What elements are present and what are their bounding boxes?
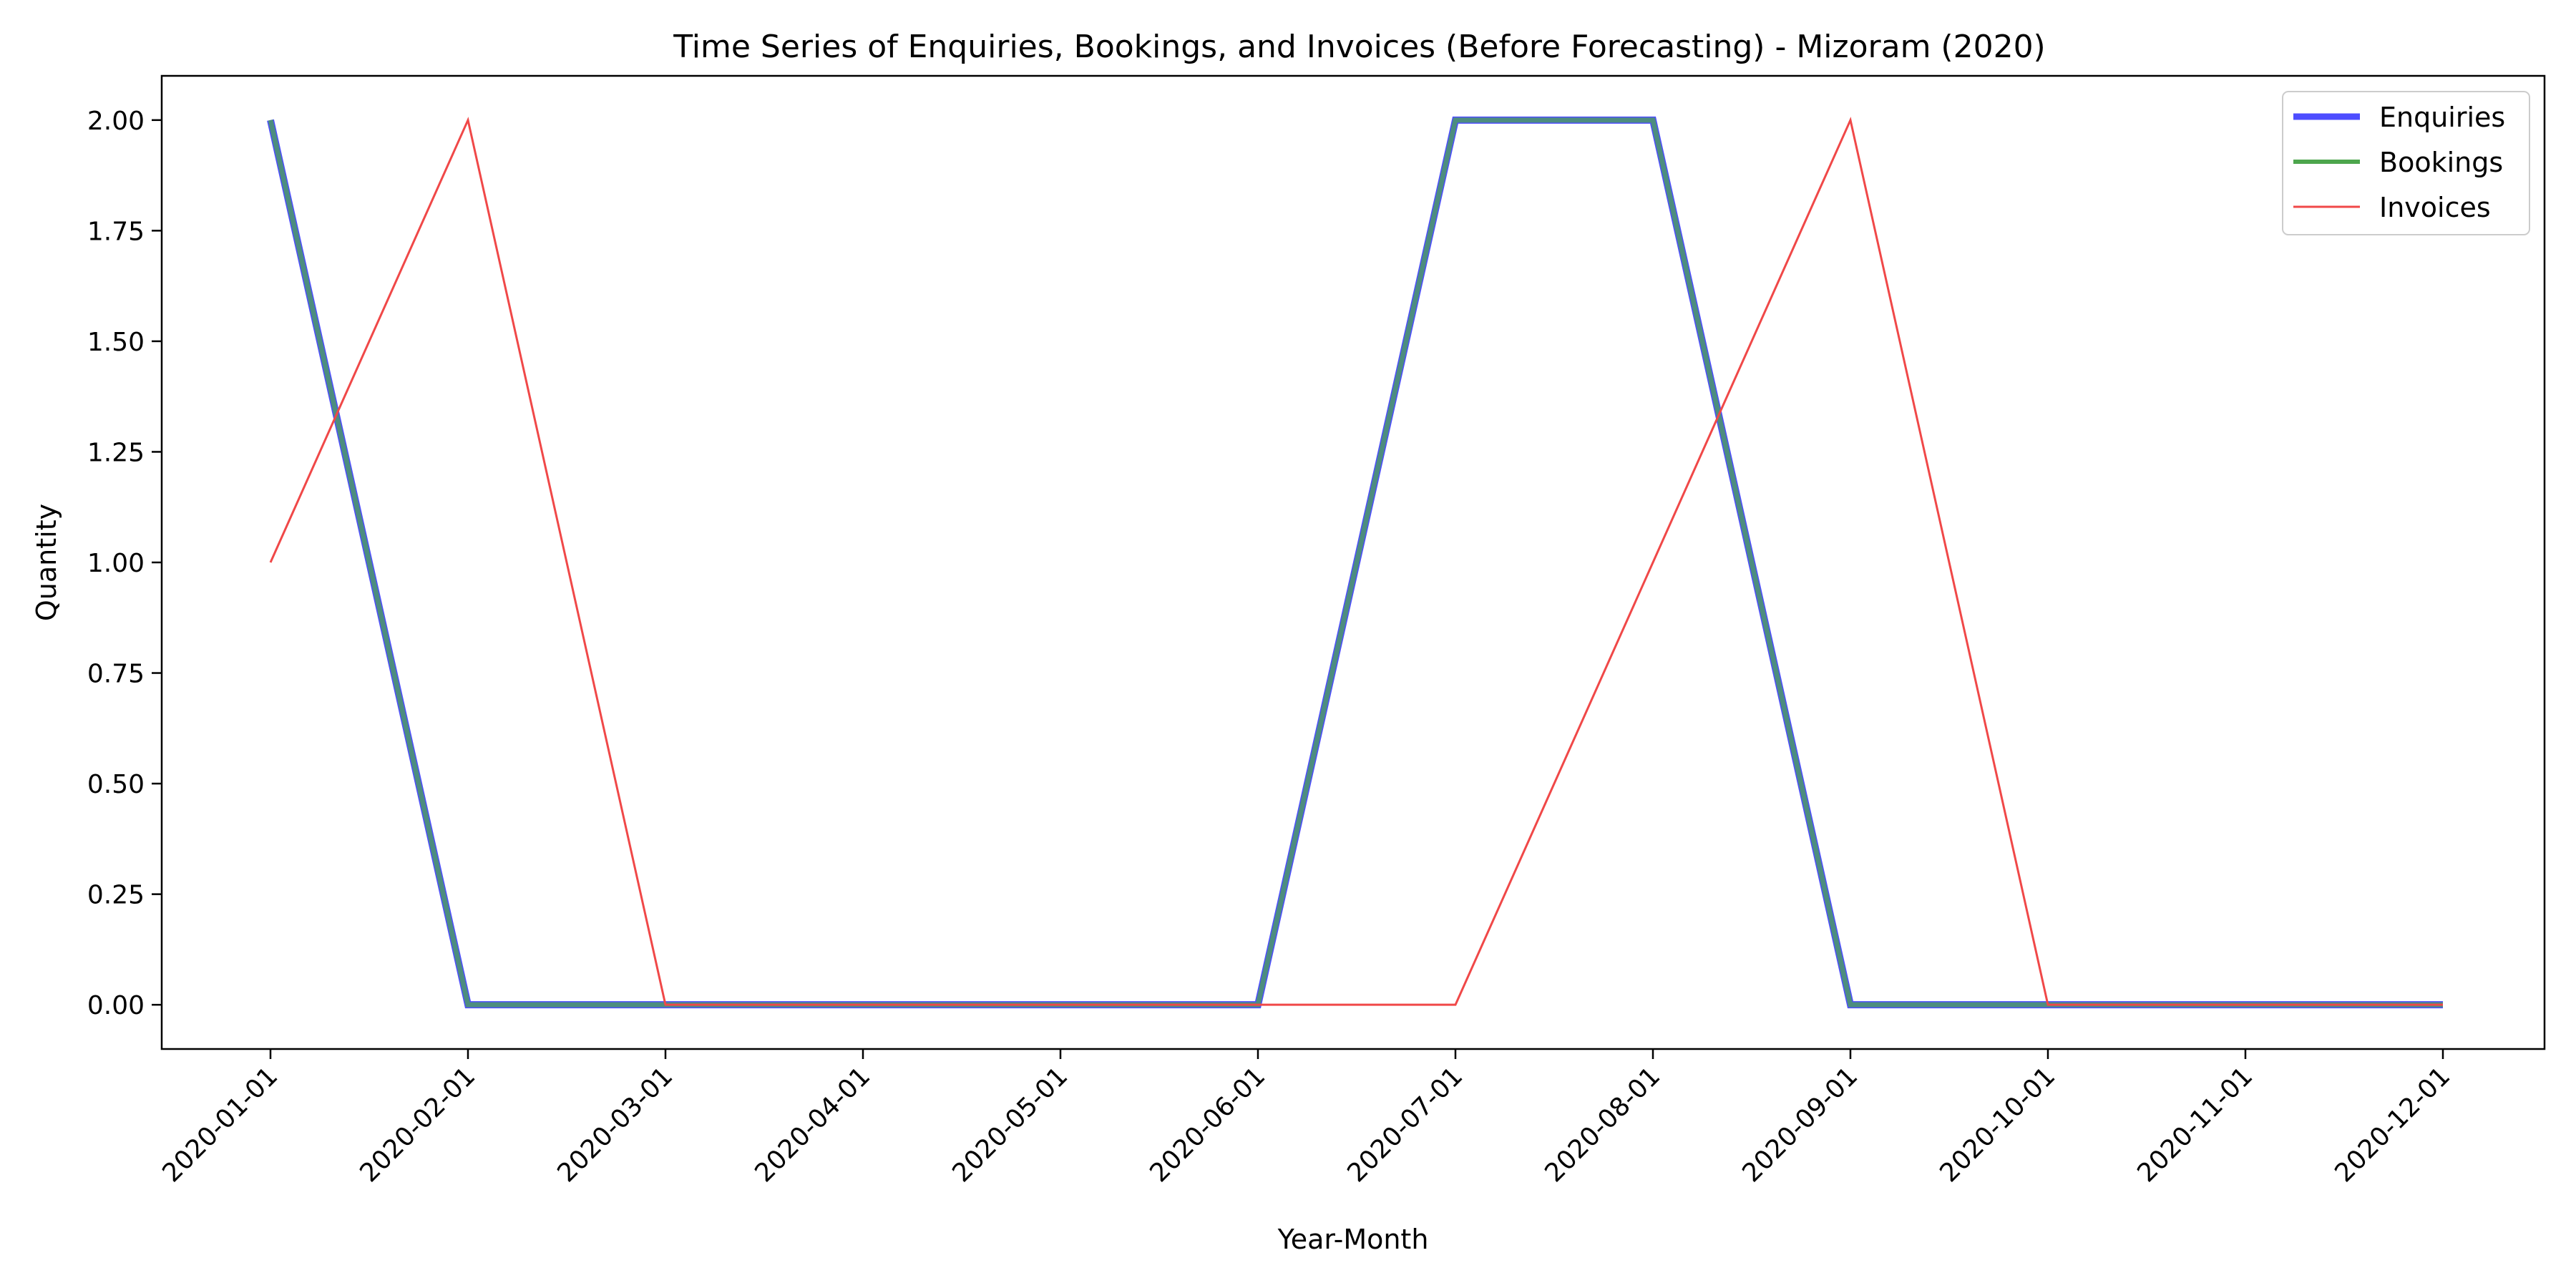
y-tick-label: 0.75 — [87, 660, 145, 689]
y-tick-label: 1.25 — [87, 438, 145, 467]
y-tick-label: 1.00 — [87, 549, 145, 578]
y-tick-label: 0.50 — [87, 770, 145, 799]
y-axis-label: Quantity — [31, 504, 62, 621]
x-axis-label: Year-Month — [1277, 1224, 1429, 1255]
y-axis-ticks: 0.00 0.25 0.50 0.75 1.00 1.25 1.50 1.75 2.00 — [87, 107, 162, 1020]
legend-label-invoices: Invoices — [2379, 192, 2491, 223]
y-tick-label: 1.50 — [87, 328, 145, 357]
series-line-invoices — [269, 117, 2443, 1006]
legend: Enquiries Bookings Invoices — [2282, 91, 2530, 235]
y-tick-label: 0.25 — [87, 881, 145, 910]
legend-box — [2282, 91, 2530, 235]
legend-label-enquiries: Enquiries — [2379, 102, 2505, 133]
y-tick-label: 1.75 — [87, 217, 145, 246]
plot-frame — [160, 74, 2546, 1050]
y-tick-label: 2.00 — [87, 107, 145, 136]
legend-label-bookings: Bookings — [2379, 147, 2503, 178]
y-tick-label: 0.00 — [87, 991, 145, 1020]
chart-title: Time Series of Enquiries, Bookings, and … — [673, 29, 2045, 65]
series-layer — [267, 116, 2443, 1009]
